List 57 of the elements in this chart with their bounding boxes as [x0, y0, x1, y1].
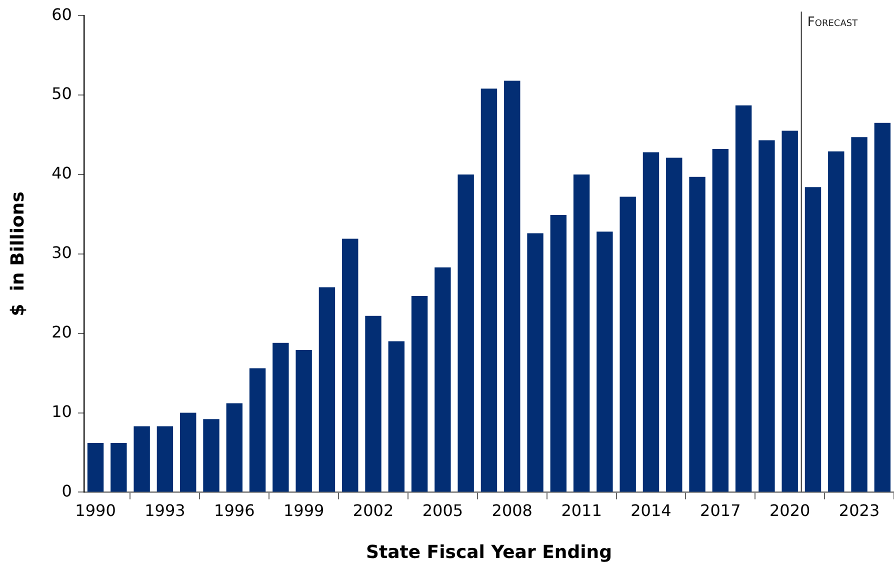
x-tick-label: 2005 [422, 500, 464, 520]
bar [203, 419, 220, 492]
bar [620, 196, 636, 492]
bar [458, 174, 474, 492]
bar [480, 88, 498, 492]
y-tick-label: 30 [52, 243, 72, 262]
x-tick-label: 2002 [352, 500, 394, 520]
bar [735, 105, 752, 492]
bar [434, 267, 451, 492]
bar [504, 80, 520, 492]
y-tick-label: 40 [52, 164, 72, 183]
bar [758, 140, 775, 492]
x-tick-label: 2014 [630, 500, 672, 520]
bar [527, 233, 544, 492]
bar [712, 149, 729, 492]
bar [226, 403, 242, 492]
bar [318, 287, 336, 492]
y-tick-label: 0 [62, 481, 72, 500]
y-axis-title: $ in Billions [7, 192, 28, 316]
bar [272, 342, 289, 492]
bar [804, 187, 822, 492]
bar [782, 130, 798, 492]
bar [365, 316, 382, 492]
y-tick-label: 60 [52, 4, 72, 24]
y-tick-label: 50 [52, 84, 72, 104]
bar [642, 152, 660, 492]
bar [249, 368, 266, 492]
y-tick-label: 20 [52, 322, 72, 342]
bar [411, 296, 428, 492]
bar [87, 442, 104, 492]
bar [110, 442, 127, 492]
bar [828, 151, 844, 492]
bar [156, 426, 174, 492]
x-tick-label: 1993 [144, 500, 186, 520]
x-tick-label: 2008 [492, 500, 532, 520]
x-tick-label: 2023 [838, 500, 880, 520]
bar [550, 214, 567, 492]
x-tick-label: 1990 [75, 500, 116, 520]
ref-line-label: Forecast [807, 14, 858, 30]
x-tick-label: 2011 [561, 500, 602, 520]
bar [666, 158, 682, 492]
x-tick-label: 2017 [700, 500, 741, 520]
bar [874, 122, 891, 492]
bar [296, 350, 312, 492]
bar [573, 174, 590, 492]
bar [342, 238, 358, 492]
x-axis-title: State Fiscal Year Ending [366, 542, 612, 563]
x-tick-label: 2020 [769, 500, 810, 520]
x-tick-label: 1996 [214, 500, 255, 520]
bar [388, 341, 405, 492]
bar [851, 137, 868, 492]
bar [134, 426, 150, 492]
bar [596, 232, 613, 492]
y-tick-label: 10 [52, 402, 72, 421]
bar [180, 412, 196, 492]
bar [689, 176, 706, 492]
x-tick-label: 1999 [283, 500, 324, 520]
